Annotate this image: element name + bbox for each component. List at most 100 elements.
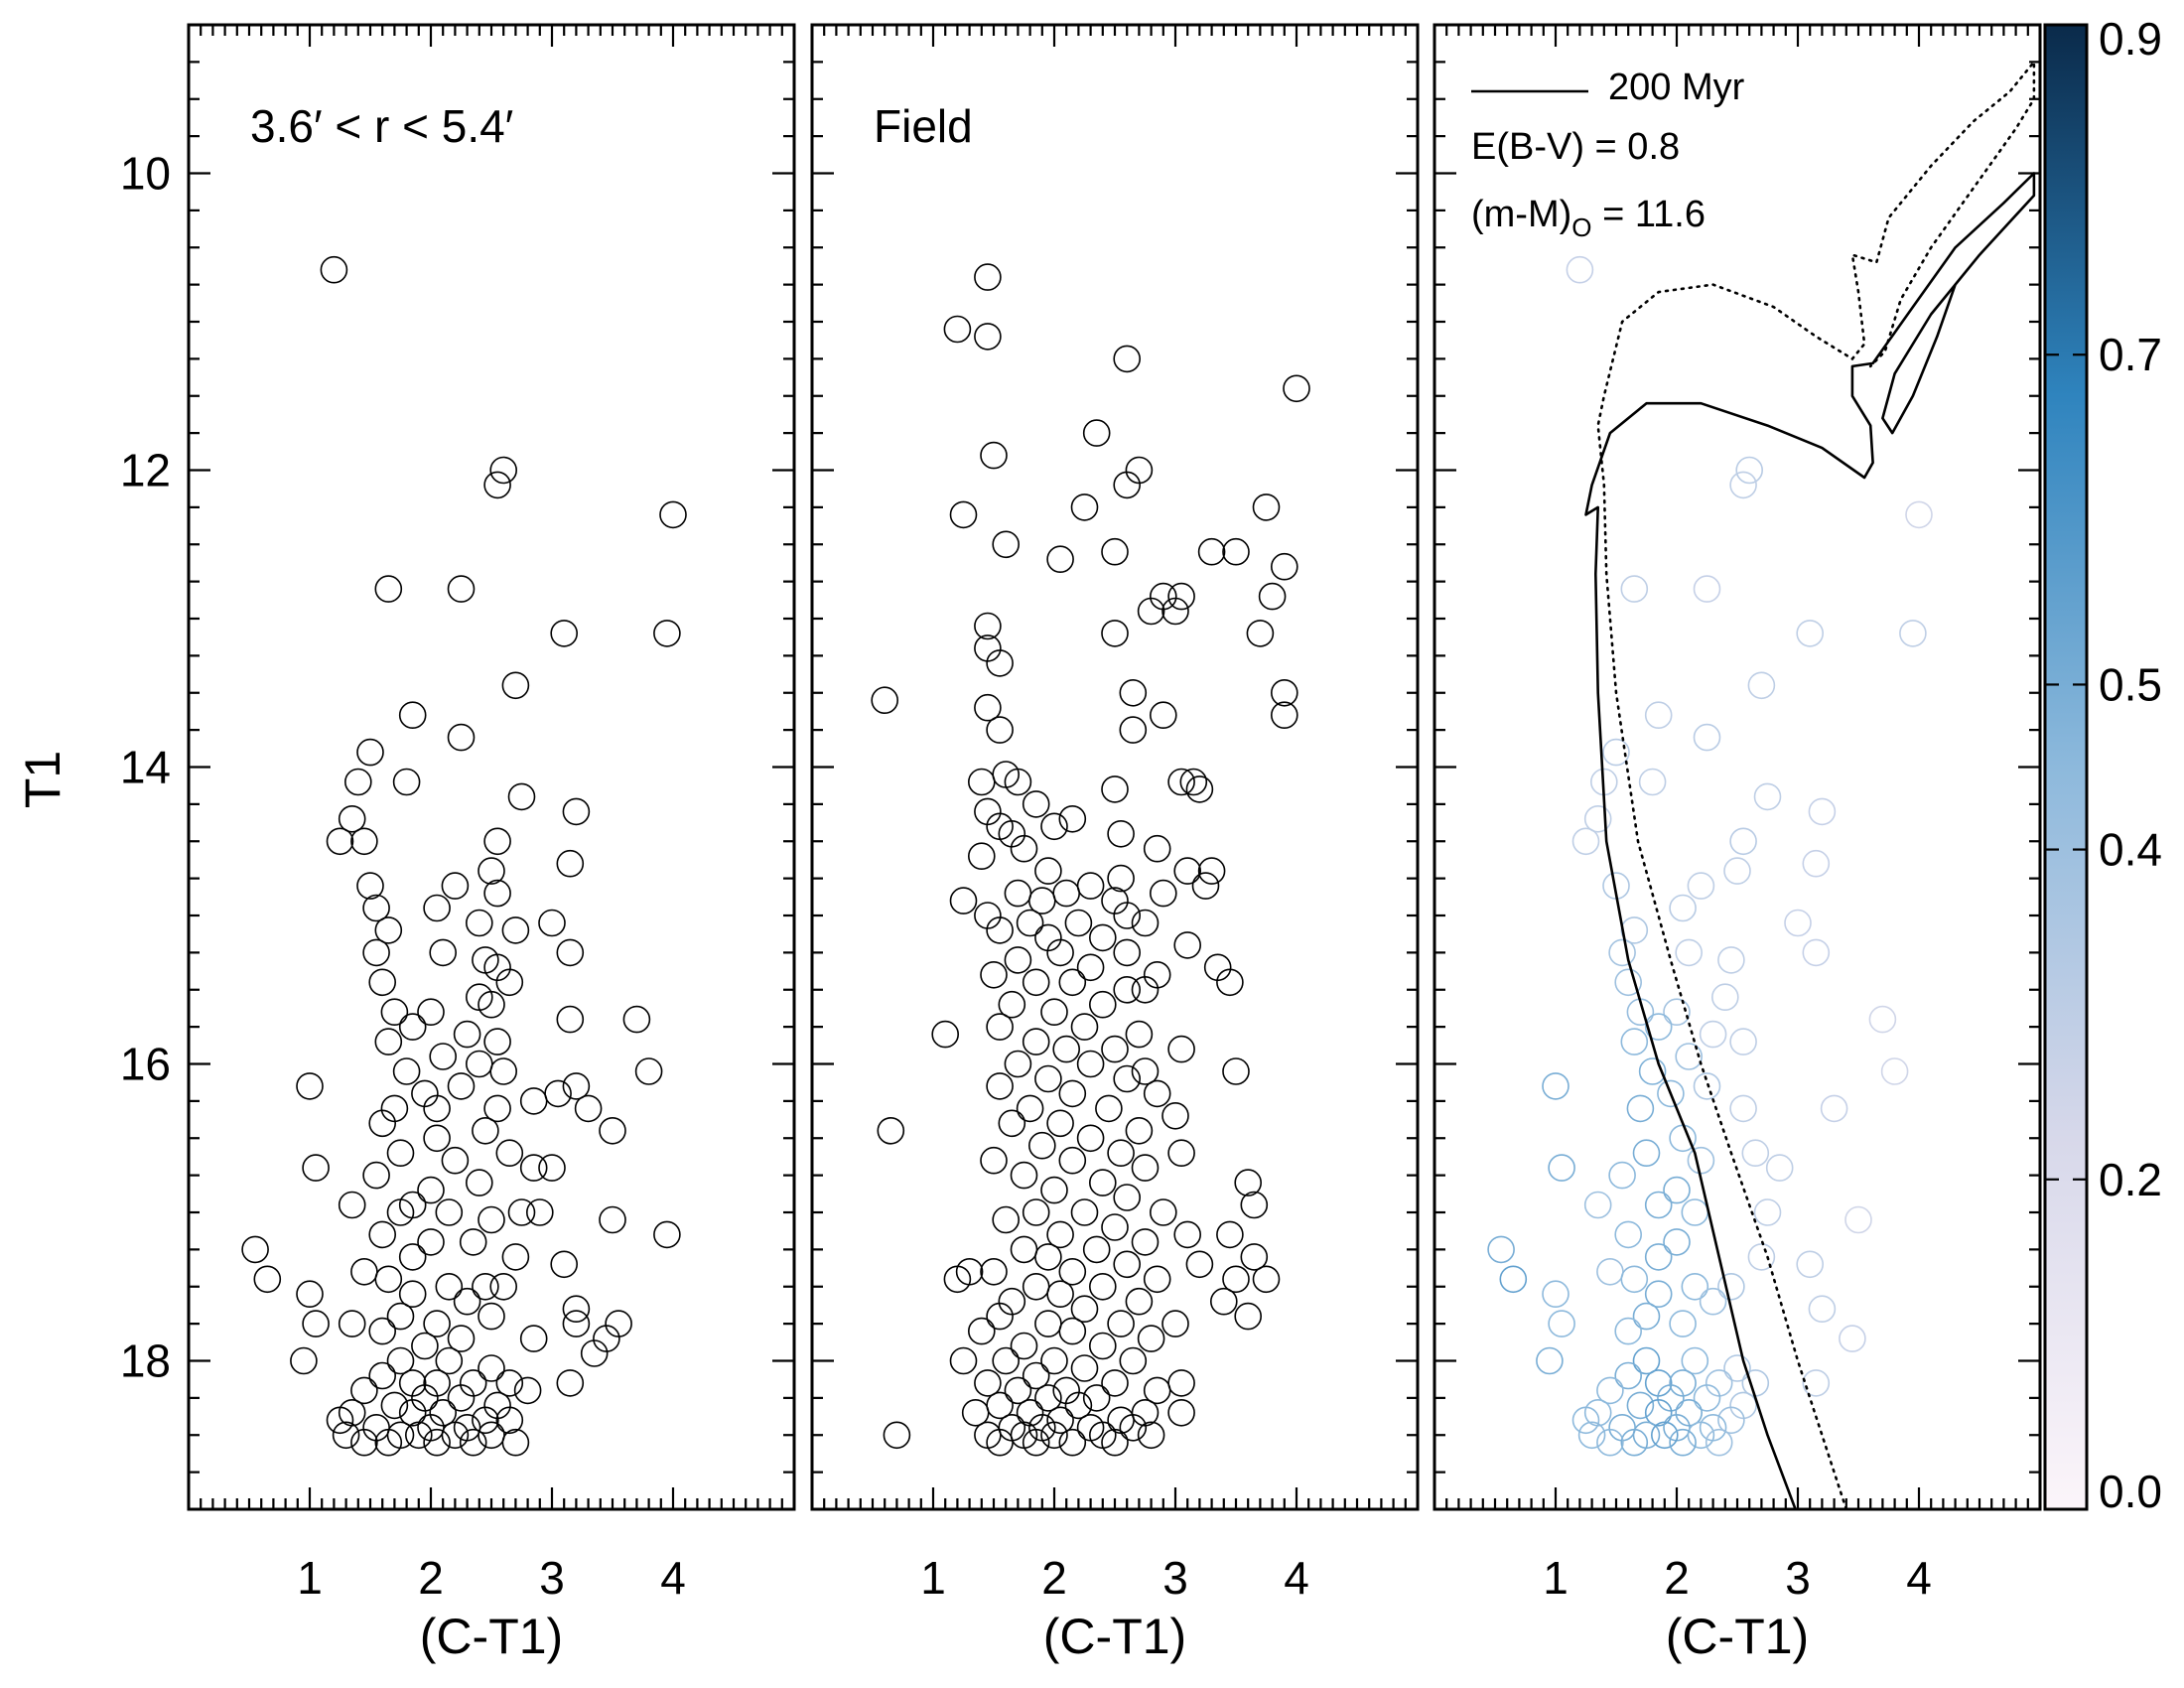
y-tick-label: 16 [120, 1039, 171, 1090]
x-tick-label: 2 [418, 1552, 444, 1604]
star-point [489, 456, 518, 485]
star-point [1046, 1280, 1074, 1308]
star-point [1070, 1198, 1099, 1226]
star-point [1644, 701, 1673, 730]
star-point [253, 1265, 282, 1294]
star-point [362, 894, 390, 922]
star-point [356, 738, 384, 767]
star-point [550, 620, 579, 647]
star-point [1729, 471, 1757, 499]
star-markers [871, 263, 1310, 1457]
star-point [1125, 1287, 1154, 1316]
star-point [459, 1428, 487, 1457]
star-point [949, 500, 978, 529]
star-point [356, 872, 384, 900]
star-point [1137, 1421, 1165, 1450]
star-point [1185, 775, 1214, 803]
star-point [1222, 537, 1250, 566]
star-point [1040, 1346, 1068, 1375]
star-point [1143, 1376, 1171, 1405]
star-point [1173, 1220, 1201, 1249]
star-point [1167, 582, 1195, 611]
star-point [1675, 1043, 1703, 1070]
star-point [1125, 1020, 1154, 1049]
star-point [435, 1346, 464, 1375]
star-point [1058, 1079, 1087, 1108]
star-point [544, 1079, 572, 1108]
star-point [562, 1310, 591, 1337]
star-point [435, 1198, 464, 1226]
star-point [1101, 1428, 1129, 1457]
star-point [350, 1376, 378, 1405]
star-point [495, 1369, 524, 1397]
star-point [1644, 1191, 1673, 1219]
star-point [1741, 1139, 1770, 1167]
star-point [1699, 1287, 1727, 1316]
star-point [653, 620, 681, 647]
star-point [1089, 1332, 1117, 1360]
x-axis-title: (C-T1) [1043, 1609, 1186, 1664]
star-point [507, 1198, 536, 1226]
star-point [1644, 1280, 1673, 1308]
star-point [374, 1028, 403, 1055]
star-point [483, 471, 511, 499]
star-point [974, 612, 1002, 640]
star-point [465, 1169, 493, 1196]
star-point [411, 1332, 439, 1360]
colorbar-tick-label: 0.2 [2099, 1154, 2162, 1205]
star-point [1185, 1250, 1214, 1279]
star-point [1669, 894, 1697, 922]
star-point [556, 1369, 585, 1397]
star-point [241, 1235, 269, 1264]
star-point [1839, 1325, 1866, 1352]
star-point [1747, 1243, 1776, 1271]
y-tick-label: 18 [120, 1336, 171, 1387]
star-point [967, 842, 996, 871]
star-point [1016, 909, 1044, 937]
star-point [1191, 872, 1220, 900]
star-point [1022, 968, 1050, 997]
star-point [447, 1072, 476, 1100]
star-point [1499, 1265, 1528, 1294]
colorbar-tick-label: 0.4 [2099, 824, 2162, 876]
star-point [525, 1198, 554, 1226]
star-point [1258, 582, 1287, 611]
star-point [1681, 1273, 1709, 1301]
star-point [1022, 790, 1050, 818]
star-point [362, 938, 390, 967]
star-point [538, 909, 566, 937]
star-point [1119, 716, 1148, 744]
star-point [1125, 1117, 1154, 1145]
star-point [1620, 1028, 1649, 1055]
star-point [447, 723, 476, 752]
star-point [1753, 1198, 1782, 1226]
star-point [417, 998, 445, 1027]
star-point [1046, 938, 1074, 967]
star-point [1095, 1094, 1123, 1123]
star-point [478, 1205, 505, 1234]
star-point [472, 1117, 499, 1145]
star-point [1216, 1220, 1244, 1249]
star-point [1216, 968, 1244, 997]
star-point [574, 1094, 603, 1123]
star-point [967, 768, 996, 796]
star-point [1717, 1273, 1745, 1301]
star-point [441, 1421, 470, 1450]
star-point [1076, 1124, 1105, 1153]
star-point [1076, 1050, 1105, 1078]
star-point [1583, 1191, 1612, 1219]
star-point [1113, 938, 1141, 967]
star-point [1880, 1057, 1909, 1085]
star-point [465, 909, 493, 937]
star-point [429, 938, 458, 967]
star-point [1016, 1094, 1044, 1123]
star-point [1252, 1265, 1281, 1294]
star-point [495, 1139, 524, 1167]
star-point [320, 255, 348, 284]
star-point [1868, 1005, 1897, 1034]
star-point [986, 1072, 1014, 1100]
star-point [1040, 1421, 1068, 1450]
star-point [1052, 1035, 1080, 1063]
star-point [1711, 983, 1739, 1012]
